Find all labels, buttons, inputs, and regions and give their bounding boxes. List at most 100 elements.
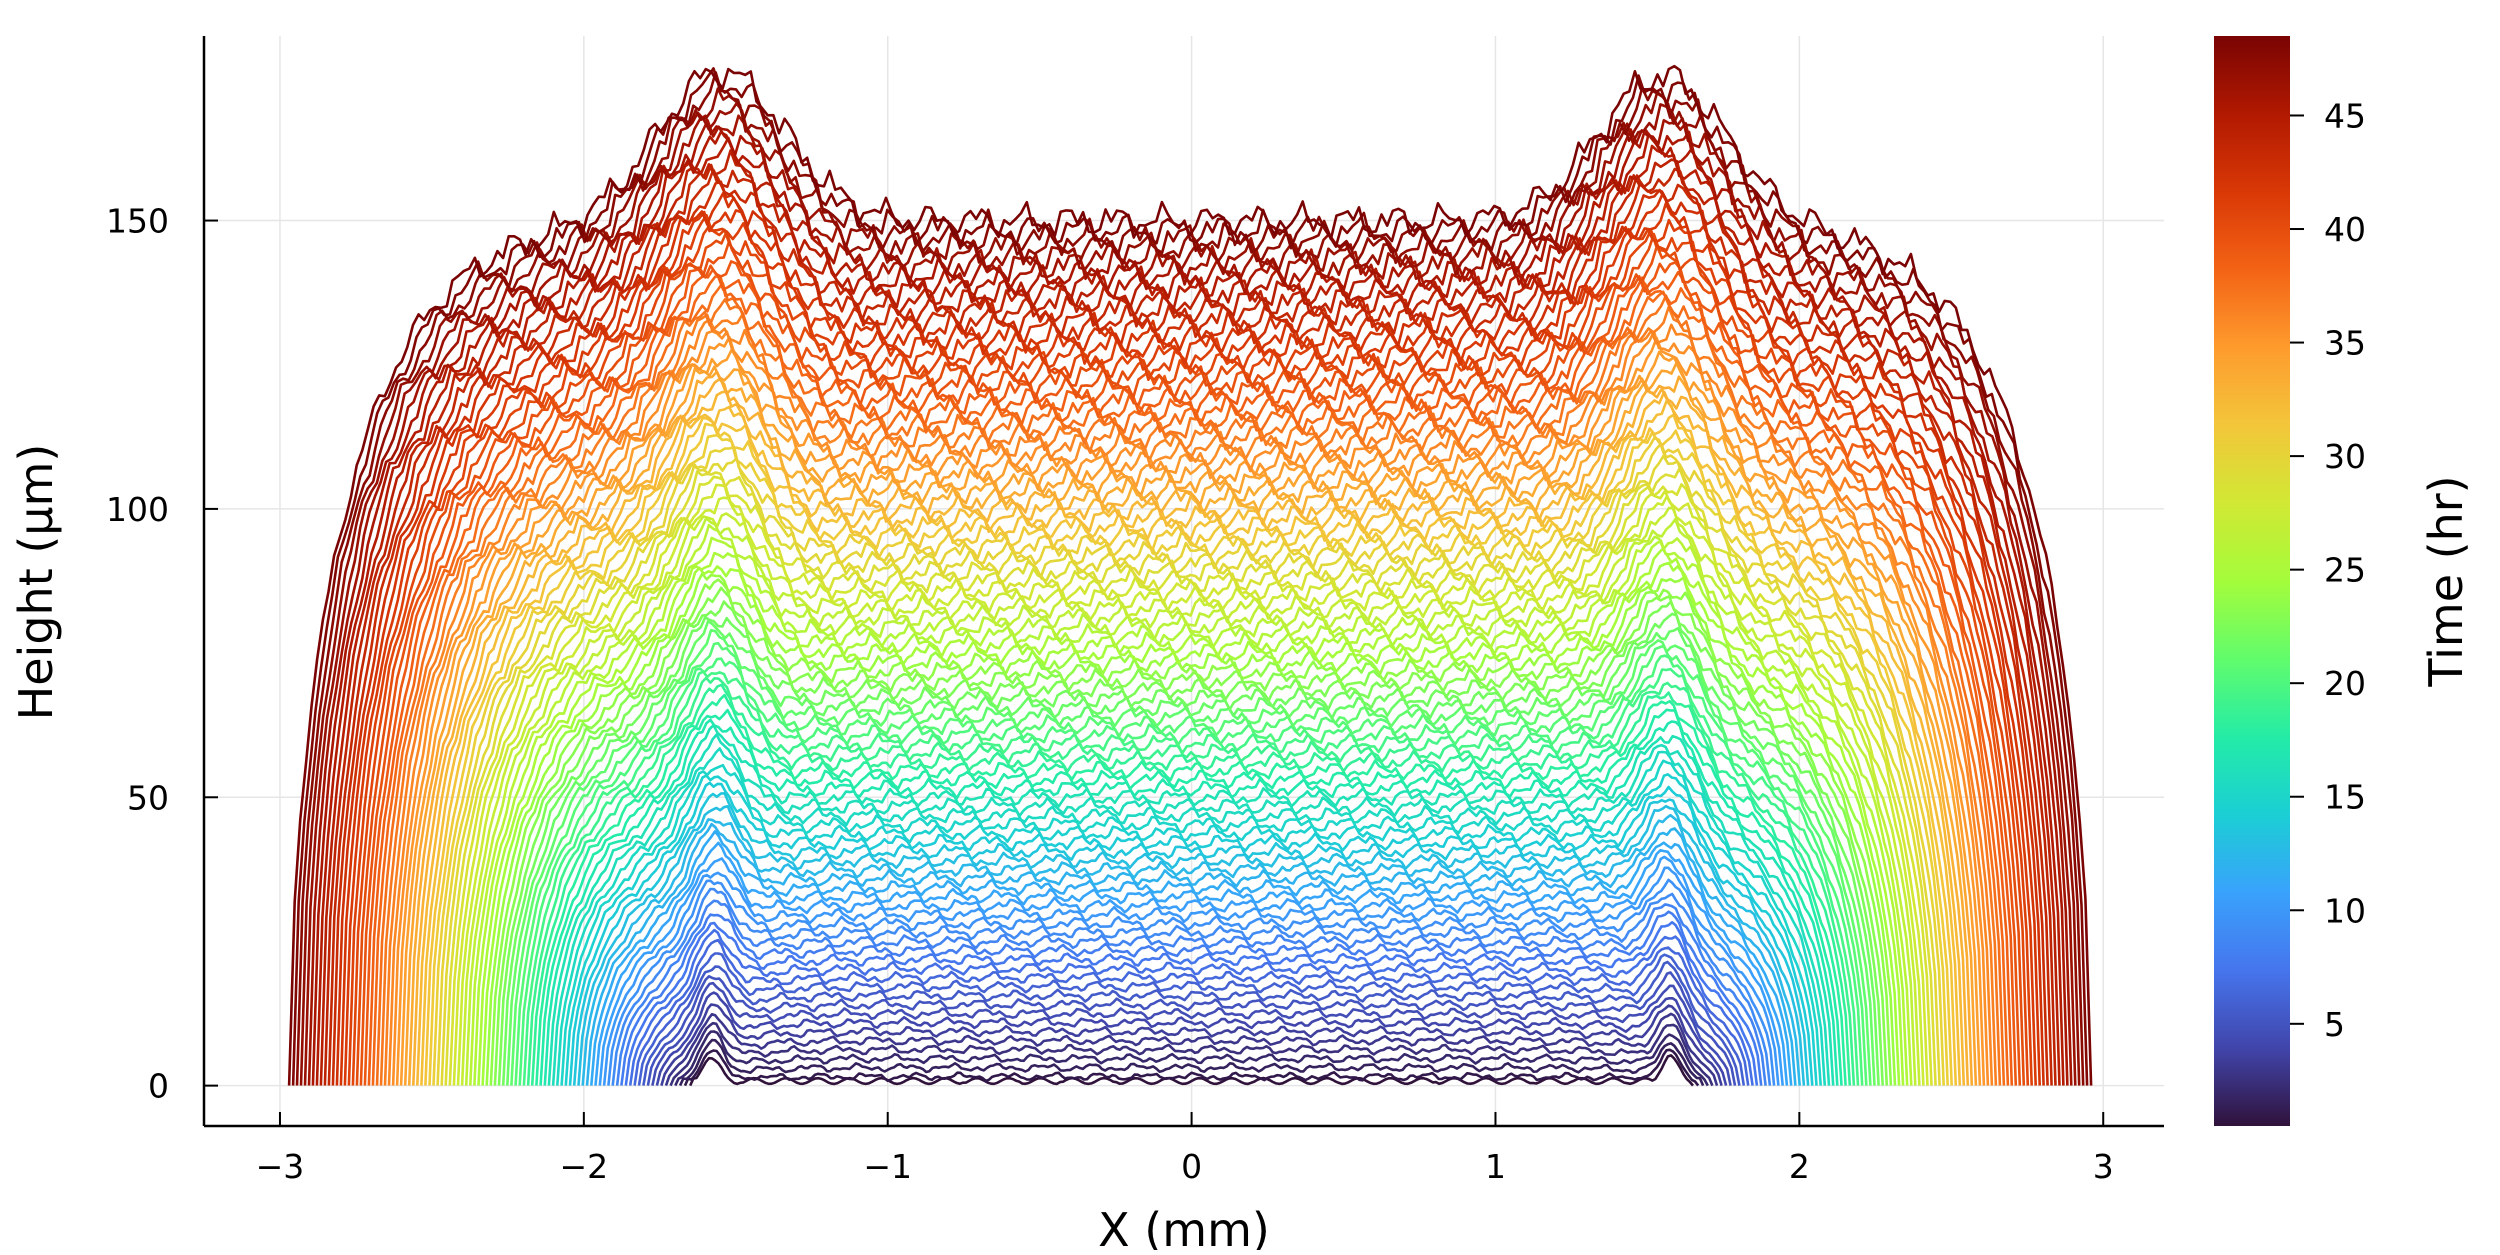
series-line xyxy=(543,718,1839,1086)
series-line xyxy=(420,399,1962,1086)
x-axis-title: X (mm) xyxy=(1098,1203,1270,1250)
series-line xyxy=(327,163,2053,1086)
series-line xyxy=(497,600,1884,1086)
series-line xyxy=(678,1038,1705,1087)
colorbar-tick-label: 40 xyxy=(2324,210,2366,249)
series-line xyxy=(598,855,1784,1086)
series-line xyxy=(464,516,1917,1086)
series-line xyxy=(379,294,2002,1086)
series-line xyxy=(539,708,1843,1086)
series-line xyxy=(510,629,1872,1086)
series-line xyxy=(485,572,1897,1086)
series-line xyxy=(363,260,2018,1086)
series-line xyxy=(424,413,1958,1086)
series-line xyxy=(624,921,1759,1086)
series-line xyxy=(674,1030,1709,1087)
series-line xyxy=(602,866,1780,1086)
colorbar-title: Time (hr) xyxy=(2419,475,2473,687)
series-line xyxy=(585,822,1797,1086)
series-line xyxy=(506,619,1876,1086)
x-tick-label: 0 xyxy=(1181,1147,1202,1186)
series-line xyxy=(403,361,1978,1086)
series-line xyxy=(556,747,1827,1086)
series-line xyxy=(469,523,1913,1086)
series-line xyxy=(560,759,1822,1086)
series-line xyxy=(547,723,1835,1086)
colorbar-tick-label: 10 xyxy=(2324,891,2366,930)
series-line xyxy=(481,561,1901,1086)
series-line xyxy=(564,773,1818,1086)
x-axis-ticks: −3 −2 −1 0 1 2 3 xyxy=(256,1112,2114,1186)
series-line xyxy=(637,952,1746,1086)
series-line xyxy=(594,841,1789,1086)
series-line xyxy=(452,483,1929,1086)
series-line xyxy=(291,67,2089,1086)
series-line xyxy=(295,71,2085,1086)
series-line xyxy=(315,130,2065,1086)
colorbar-tick-label: 45 xyxy=(2324,96,2366,135)
x-tick-label: −3 xyxy=(256,1147,305,1186)
x-tick-label: 3 xyxy=(2093,1147,2114,1186)
series-line xyxy=(615,899,1767,1086)
series-line xyxy=(664,1012,1719,1087)
series-line xyxy=(642,960,1741,1086)
series-line xyxy=(493,586,1889,1086)
y-tick-label: 100 xyxy=(106,490,169,529)
series-line xyxy=(646,971,1737,1086)
colorbar-tick-label: 30 xyxy=(2324,437,2366,476)
series-line xyxy=(633,938,1750,1086)
series-line xyxy=(440,454,1941,1086)
series-line xyxy=(387,318,1994,1086)
colorbar-tick-label: 20 xyxy=(2324,664,2366,703)
series-line xyxy=(590,830,1793,1086)
series-line xyxy=(501,612,1880,1086)
series-line xyxy=(395,335,1986,1086)
y-tick-label: 50 xyxy=(127,778,169,817)
colorbar-tick-label: 35 xyxy=(2324,324,2366,363)
series-line xyxy=(391,330,1990,1086)
series-line xyxy=(323,149,2057,1086)
y-axis-title: Height (µm) xyxy=(9,444,63,721)
series-line xyxy=(660,1003,1723,1086)
colorbar-tick-label: 15 xyxy=(2324,778,2366,817)
x-tick-label: 2 xyxy=(1789,1147,1810,1186)
series-line xyxy=(347,213,2033,1086)
series-line xyxy=(311,119,2069,1086)
colorbar-tick-label: 25 xyxy=(2324,551,2366,590)
axes xyxy=(202,36,2164,1128)
series-line xyxy=(526,676,1856,1086)
series-line xyxy=(359,240,2022,1086)
series-line xyxy=(620,910,1763,1086)
series-line xyxy=(535,693,1847,1086)
series-line xyxy=(568,781,1814,1086)
series-line xyxy=(577,804,1806,1086)
series-line xyxy=(669,1021,1714,1087)
series-line xyxy=(407,370,1974,1086)
series-line xyxy=(412,377,1970,1086)
series-line xyxy=(611,887,1772,1086)
y-tick-label: 0 xyxy=(148,1067,169,1106)
series-line xyxy=(436,442,1945,1086)
series-line xyxy=(339,191,2041,1086)
series-line xyxy=(432,433,1949,1086)
series-line xyxy=(689,1054,1694,1087)
series-lines xyxy=(287,64,2093,1087)
series-line xyxy=(683,1048,1700,1087)
series-line xyxy=(343,202,2037,1086)
series-line xyxy=(287,64,2093,1086)
colorbar-tick-label: 5 xyxy=(2324,1005,2345,1044)
colorbar-gradient xyxy=(2214,36,2290,1126)
series-line xyxy=(651,981,1732,1086)
series-line xyxy=(375,281,2006,1086)
x-tick-label: −1 xyxy=(863,1147,912,1186)
series-line xyxy=(628,928,1754,1086)
series-line xyxy=(581,813,1801,1086)
y-tick-label: 150 xyxy=(106,202,169,241)
series-line xyxy=(448,475,1933,1086)
x-tick-label: −2 xyxy=(560,1147,609,1186)
x-tick-label: 1 xyxy=(1485,1147,1506,1186)
series-line xyxy=(530,683,1852,1086)
y-axis-ticks: 0 50 100 150 xyxy=(106,202,218,1106)
